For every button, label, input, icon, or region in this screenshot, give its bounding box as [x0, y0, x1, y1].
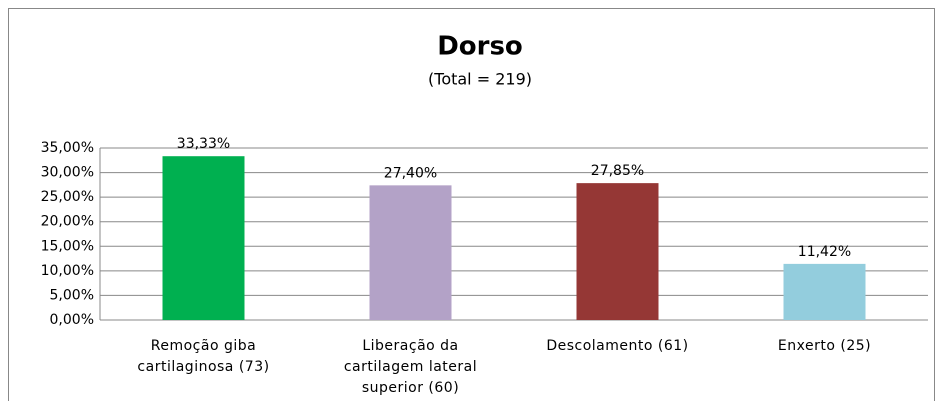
y-tick-label: 25,00% — [41, 189, 94, 205]
y-tick-label: 0,00% — [50, 312, 94, 328]
data-label: 27,40% — [384, 165, 437, 181]
y-tick-label: 35,00% — [41, 140, 94, 156]
chart-subtitle: (Total = 219) — [428, 70, 532, 89]
data-label: 11,42% — [798, 244, 851, 260]
chart-title: Dorso — [437, 32, 523, 62]
x-tick-label: Remoção giba cartilaginosa (73) — [137, 338, 270, 375]
y-tick-label: 10,00% — [41, 263, 94, 279]
y-tick-label: 15,00% — [41, 238, 94, 254]
data-label: 27,85% — [591, 163, 644, 179]
bar — [576, 183, 659, 320]
bar — [162, 156, 245, 320]
x-tick-label: Liberação da cartilagem lateral superior… — [343, 338, 478, 396]
bar — [369, 185, 452, 320]
x-tick-label: Enxerto (25) — [777, 338, 872, 354]
data-label: 33,33% — [177, 136, 230, 152]
y-tick-label: 20,00% — [41, 214, 94, 230]
chart-border — [8, 8, 935, 401]
y-tick-label: 30,00% — [41, 165, 94, 181]
y-tick-label: 5,00% — [50, 287, 94, 303]
x-tick-label: Descolamento (61) — [546, 338, 689, 354]
bar — [783, 263, 866, 320]
